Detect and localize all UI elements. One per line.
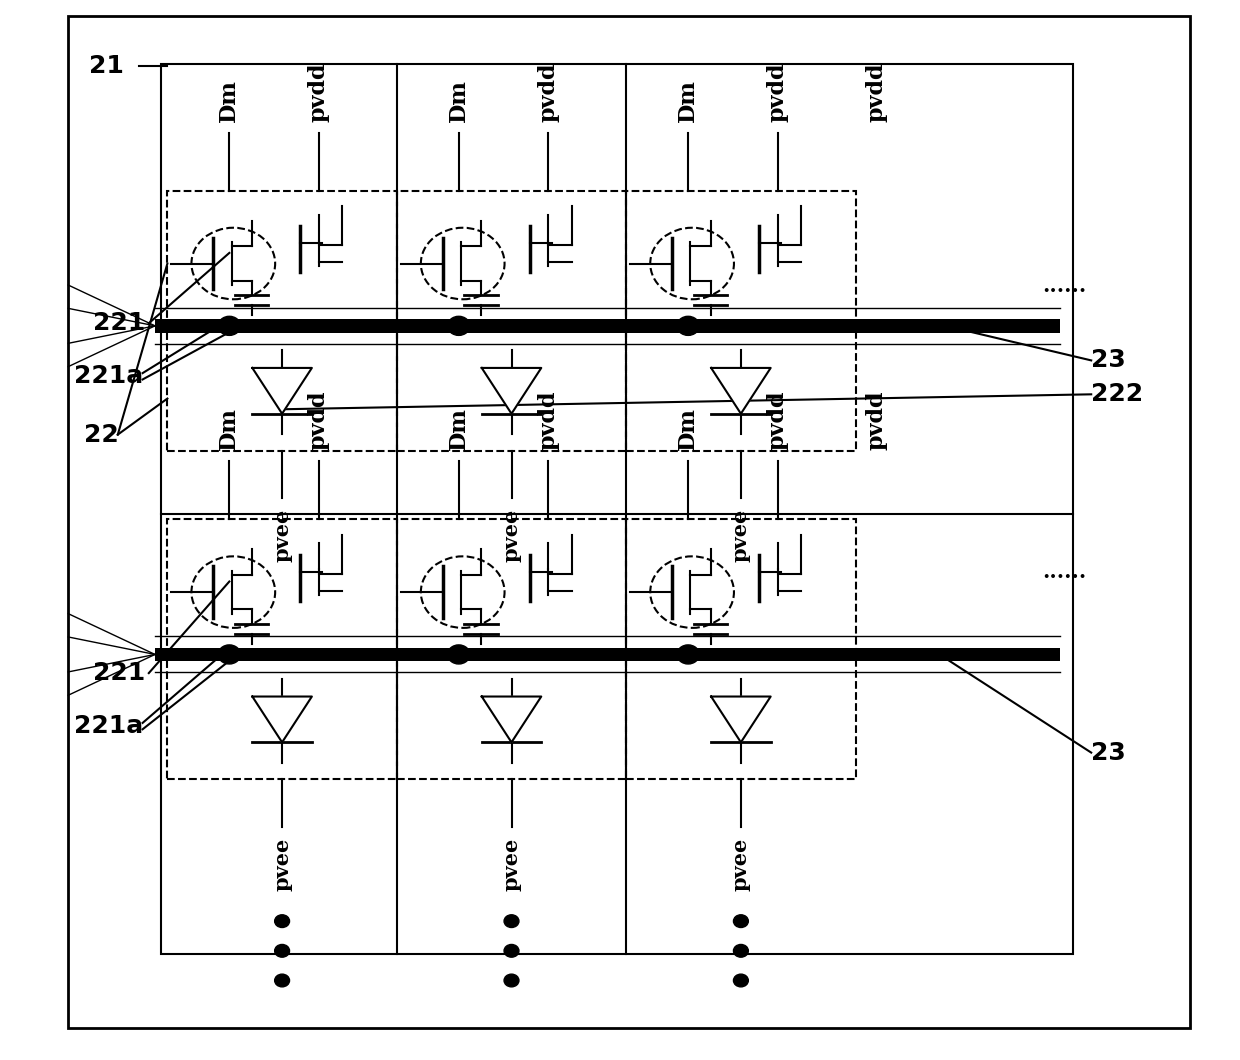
Circle shape	[503, 944, 520, 957]
Text: Dm: Dm	[677, 408, 699, 450]
Text: 221: 221	[93, 312, 145, 335]
Bar	[155, 648, 1060, 661]
Text: 221a: 221a	[74, 365, 144, 388]
Text: pvee: pvee	[501, 837, 522, 890]
Circle shape	[503, 974, 520, 987]
Text: ......: ......	[1042, 277, 1086, 296]
Circle shape	[677, 644, 699, 664]
Text: Dm: Dm	[218, 80, 241, 122]
Text: pvee: pvee	[730, 509, 751, 562]
Circle shape	[218, 644, 241, 664]
Text: ......: ......	[1042, 563, 1086, 582]
Circle shape	[734, 944, 749, 957]
Text: Dm: Dm	[448, 80, 470, 122]
Text: 21: 21	[89, 54, 124, 77]
Text: pvdd: pvdd	[766, 391, 789, 450]
Polygon shape	[712, 368, 771, 413]
Text: 221: 221	[93, 661, 145, 685]
Circle shape	[275, 974, 290, 987]
Text: pvdd: pvdd	[537, 63, 559, 122]
Text: pvdd: pvdd	[308, 391, 330, 450]
Polygon shape	[481, 696, 541, 742]
Text: pvdd: pvdd	[308, 63, 330, 122]
Polygon shape	[253, 696, 312, 742]
Bar	[397, 519, 626, 779]
Circle shape	[275, 915, 290, 928]
Text: pvdd: pvdd	[866, 63, 888, 122]
Circle shape	[218, 316, 241, 335]
Text: 22: 22	[84, 423, 119, 446]
Text: 23: 23	[1091, 349, 1126, 372]
Circle shape	[503, 915, 520, 928]
Circle shape	[734, 915, 749, 928]
Bar	[161, 64, 1073, 954]
Text: pvee: pvee	[272, 837, 293, 890]
Bar	[155, 319, 1060, 333]
Polygon shape	[481, 368, 541, 413]
Polygon shape	[712, 696, 771, 742]
Text: pvee: pvee	[272, 509, 293, 562]
Text: pvee: pvee	[501, 509, 522, 562]
Bar	[626, 519, 856, 779]
Text: 23: 23	[1091, 741, 1126, 764]
Text: pvdd: pvdd	[537, 391, 559, 450]
Text: 222: 222	[1091, 383, 1143, 406]
Bar	[626, 191, 856, 450]
Text: pvdd: pvdd	[866, 391, 888, 450]
Text: Dm: Dm	[218, 408, 241, 450]
Bar	[397, 191, 626, 450]
Polygon shape	[253, 368, 312, 413]
Text: pvdd: pvdd	[766, 63, 789, 122]
Text: Dm: Dm	[448, 408, 470, 450]
Circle shape	[448, 644, 470, 664]
Circle shape	[734, 974, 749, 987]
Circle shape	[448, 316, 470, 335]
Text: 221a: 221a	[74, 714, 144, 738]
Bar	[167, 191, 397, 450]
Bar	[167, 519, 397, 779]
Text: pvee: pvee	[730, 837, 751, 890]
Circle shape	[275, 944, 290, 957]
Text: Dm: Dm	[677, 80, 699, 122]
Circle shape	[677, 316, 699, 335]
